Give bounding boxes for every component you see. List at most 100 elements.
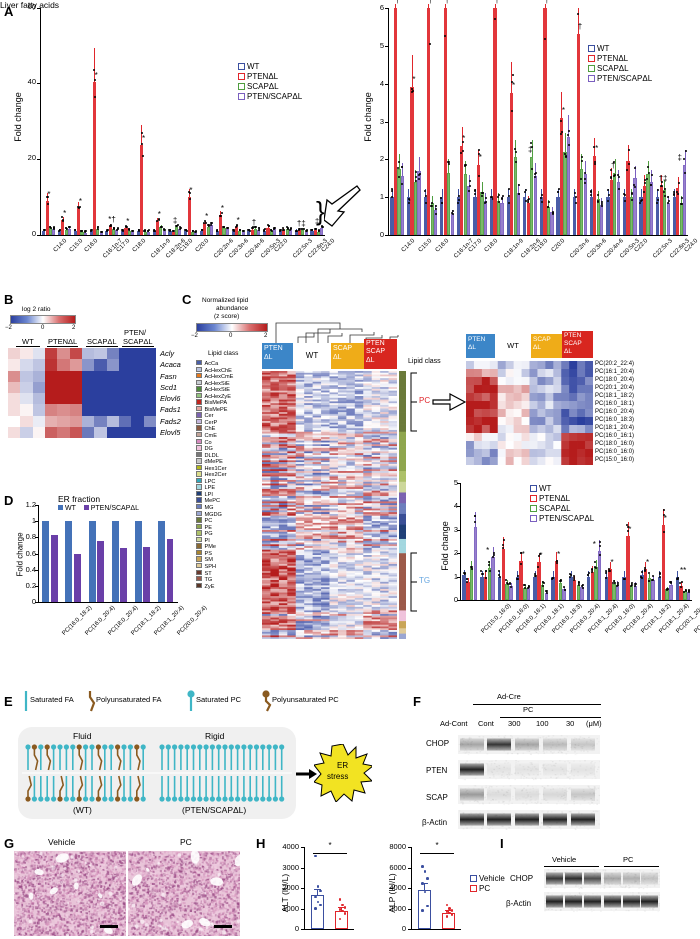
c-inset-header-ptenscapdl: PTEN SCAP ΔL	[562, 331, 593, 358]
data-point	[523, 587, 526, 590]
ytick-mark	[457, 553, 460, 555]
legend-swatch-ptendl	[238, 73, 245, 80]
a-left-y-label: Fold change	[13, 92, 23, 142]
data-point	[426, 904, 429, 908]
significance-line	[420, 853, 454, 854]
error-bar	[609, 562, 611, 570]
c-colorbar-title-1: Normalized lipid	[202, 297, 249, 304]
lipid-class-item: MePC	[196, 497, 258, 504]
ytick-mark	[301, 929, 304, 930]
data-point	[222, 225, 225, 228]
data-point	[263, 229, 265, 232]
h-legend-swatch-pc	[470, 885, 477, 892]
bar	[600, 204, 604, 235]
bar	[97, 541, 104, 602]
data-point	[687, 588, 690, 591]
data-point	[52, 226, 55, 229]
data-point	[559, 580, 562, 583]
heatmap-cell	[82, 426, 95, 439]
f-lane-label-adcont: Ad-Cont	[440, 719, 468, 728]
data-point	[451, 213, 454, 216]
data-point	[185, 229, 188, 232]
lipid-class-swatch	[196, 471, 202, 477]
tg-legend-item-ps: PTEN/SCAPΔL	[530, 514, 594, 524]
data-point	[80, 230, 83, 233]
data-point	[618, 175, 621, 178]
data-point	[640, 198, 643, 201]
lipid-class-label: BisMePE	[204, 406, 228, 413]
significance-marker: *	[236, 216, 240, 226]
bar	[580, 168, 584, 235]
c-tg-bracket	[410, 552, 417, 612]
error-bar	[557, 188, 559, 198]
data-point	[533, 175, 536, 178]
data-point	[294, 229, 297, 232]
error-bar	[503, 537, 505, 549]
e-legend-label-polyunsaturated-pc: Polyunsaturated PC	[272, 695, 339, 704]
bar	[558, 583, 563, 600]
error-bar	[141, 125, 143, 145]
heatmap-cell	[8, 426, 21, 439]
data-point	[545, 590, 548, 593]
data-point	[411, 89, 414, 92]
data-point	[448, 911, 451, 915]
data-point	[424, 194, 427, 197]
heatmap-cell	[57, 393, 71, 405]
data-point	[468, 180, 471, 183]
bar	[647, 578, 652, 600]
error-bar	[428, 4, 430, 8]
heatmap-cell	[57, 404, 71, 416]
bar	[209, 225, 214, 235]
ytick-label: 5	[379, 40, 384, 50]
ytick-label: 2	[453, 548, 458, 558]
bar	[559, 117, 564, 235]
ytick-label: 2	[379, 154, 384, 164]
ytick-label: 2000	[389, 903, 406, 913]
bar	[73, 231, 77, 235]
data-point	[195, 231, 198, 234]
gene-label: Fads2	[160, 416, 181, 426]
significance-marker: †	[577, 22, 583, 32]
data-point	[564, 153, 567, 156]
data-point	[646, 177, 649, 180]
tg-x-axis	[460, 600, 692, 602]
a-left-ytick-20: 20	[27, 153, 36, 162]
data-point	[188, 190, 191, 193]
error-bar	[657, 188, 659, 198]
h-legend-swatch-vehicle	[470, 875, 477, 882]
heatmap-cell	[82, 404, 95, 416]
legend-label-scapdl: SCAPΔL	[247, 82, 279, 91]
data-point	[153, 228, 156, 231]
data-point	[633, 582, 636, 585]
data-point	[391, 188, 394, 191]
ytick-label: 4000	[389, 883, 406, 892]
ytick-label: 0	[401, 924, 406, 933]
inset-row-label: PC(16:0_16:1)	[595, 433, 635, 439]
heatmap-cell	[131, 393, 145, 405]
bar	[622, 576, 626, 600]
ytick-mark	[35, 602, 38, 603]
data-point	[599, 545, 602, 548]
c-group-header-wt: WT	[293, 343, 331, 369]
heatmap-cell	[57, 348, 71, 360]
bar	[278, 231, 282, 235]
heatmap-cell	[82, 348, 95, 360]
heatmap-cell	[32, 381, 46, 394]
bar	[626, 161, 630, 235]
data-point	[616, 582, 619, 585]
ytick-label: 0	[379, 230, 384, 239]
data-point	[631, 583, 634, 586]
significance-marker: *	[63, 209, 67, 219]
data-point	[600, 202, 603, 205]
significance-marker: *	[435, 841, 439, 850]
xtick-label: C14:0	[52, 238, 69, 254]
c-inset-header-ptendl: PTEN ΔL	[466, 334, 495, 358]
data-point	[559, 579, 562, 582]
bar	[121, 231, 125, 235]
significance-marker: *	[220, 203, 224, 213]
gene-label: Scd1	[160, 382, 178, 392]
inset-row-label: PC(18:0_16:0)	[595, 441, 635, 447]
bar	[443, 8, 447, 235]
bar	[646, 174, 650, 235]
error-cap	[445, 909, 453, 911]
